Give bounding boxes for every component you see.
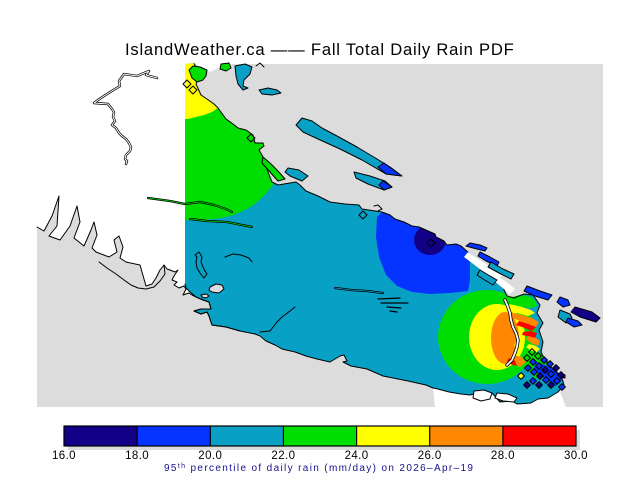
svg-text:26.0: 26.0 bbox=[418, 450, 442, 462]
svg-text:28.0: 28.0 bbox=[491, 450, 515, 462]
svg-text:30.0: 30.0 bbox=[564, 450, 588, 462]
svg-text:IslandWeather.ca —— Fall Total: IslandWeather.ca —— Fall Total Daily Rai… bbox=[125, 40, 515, 59]
svg-text:18.0: 18.0 bbox=[125, 450, 149, 462]
svg-text:95th percentile of daily rain: 95th percentile of daily rain (mm/day) o… bbox=[164, 463, 474, 474]
svg-text:20.0: 20.0 bbox=[198, 450, 222, 462]
svg-text:22.0: 22.0 bbox=[271, 450, 295, 462]
svg-text:16.0: 16.0 bbox=[52, 450, 76, 462]
svg-text:24.0: 24.0 bbox=[345, 450, 369, 462]
